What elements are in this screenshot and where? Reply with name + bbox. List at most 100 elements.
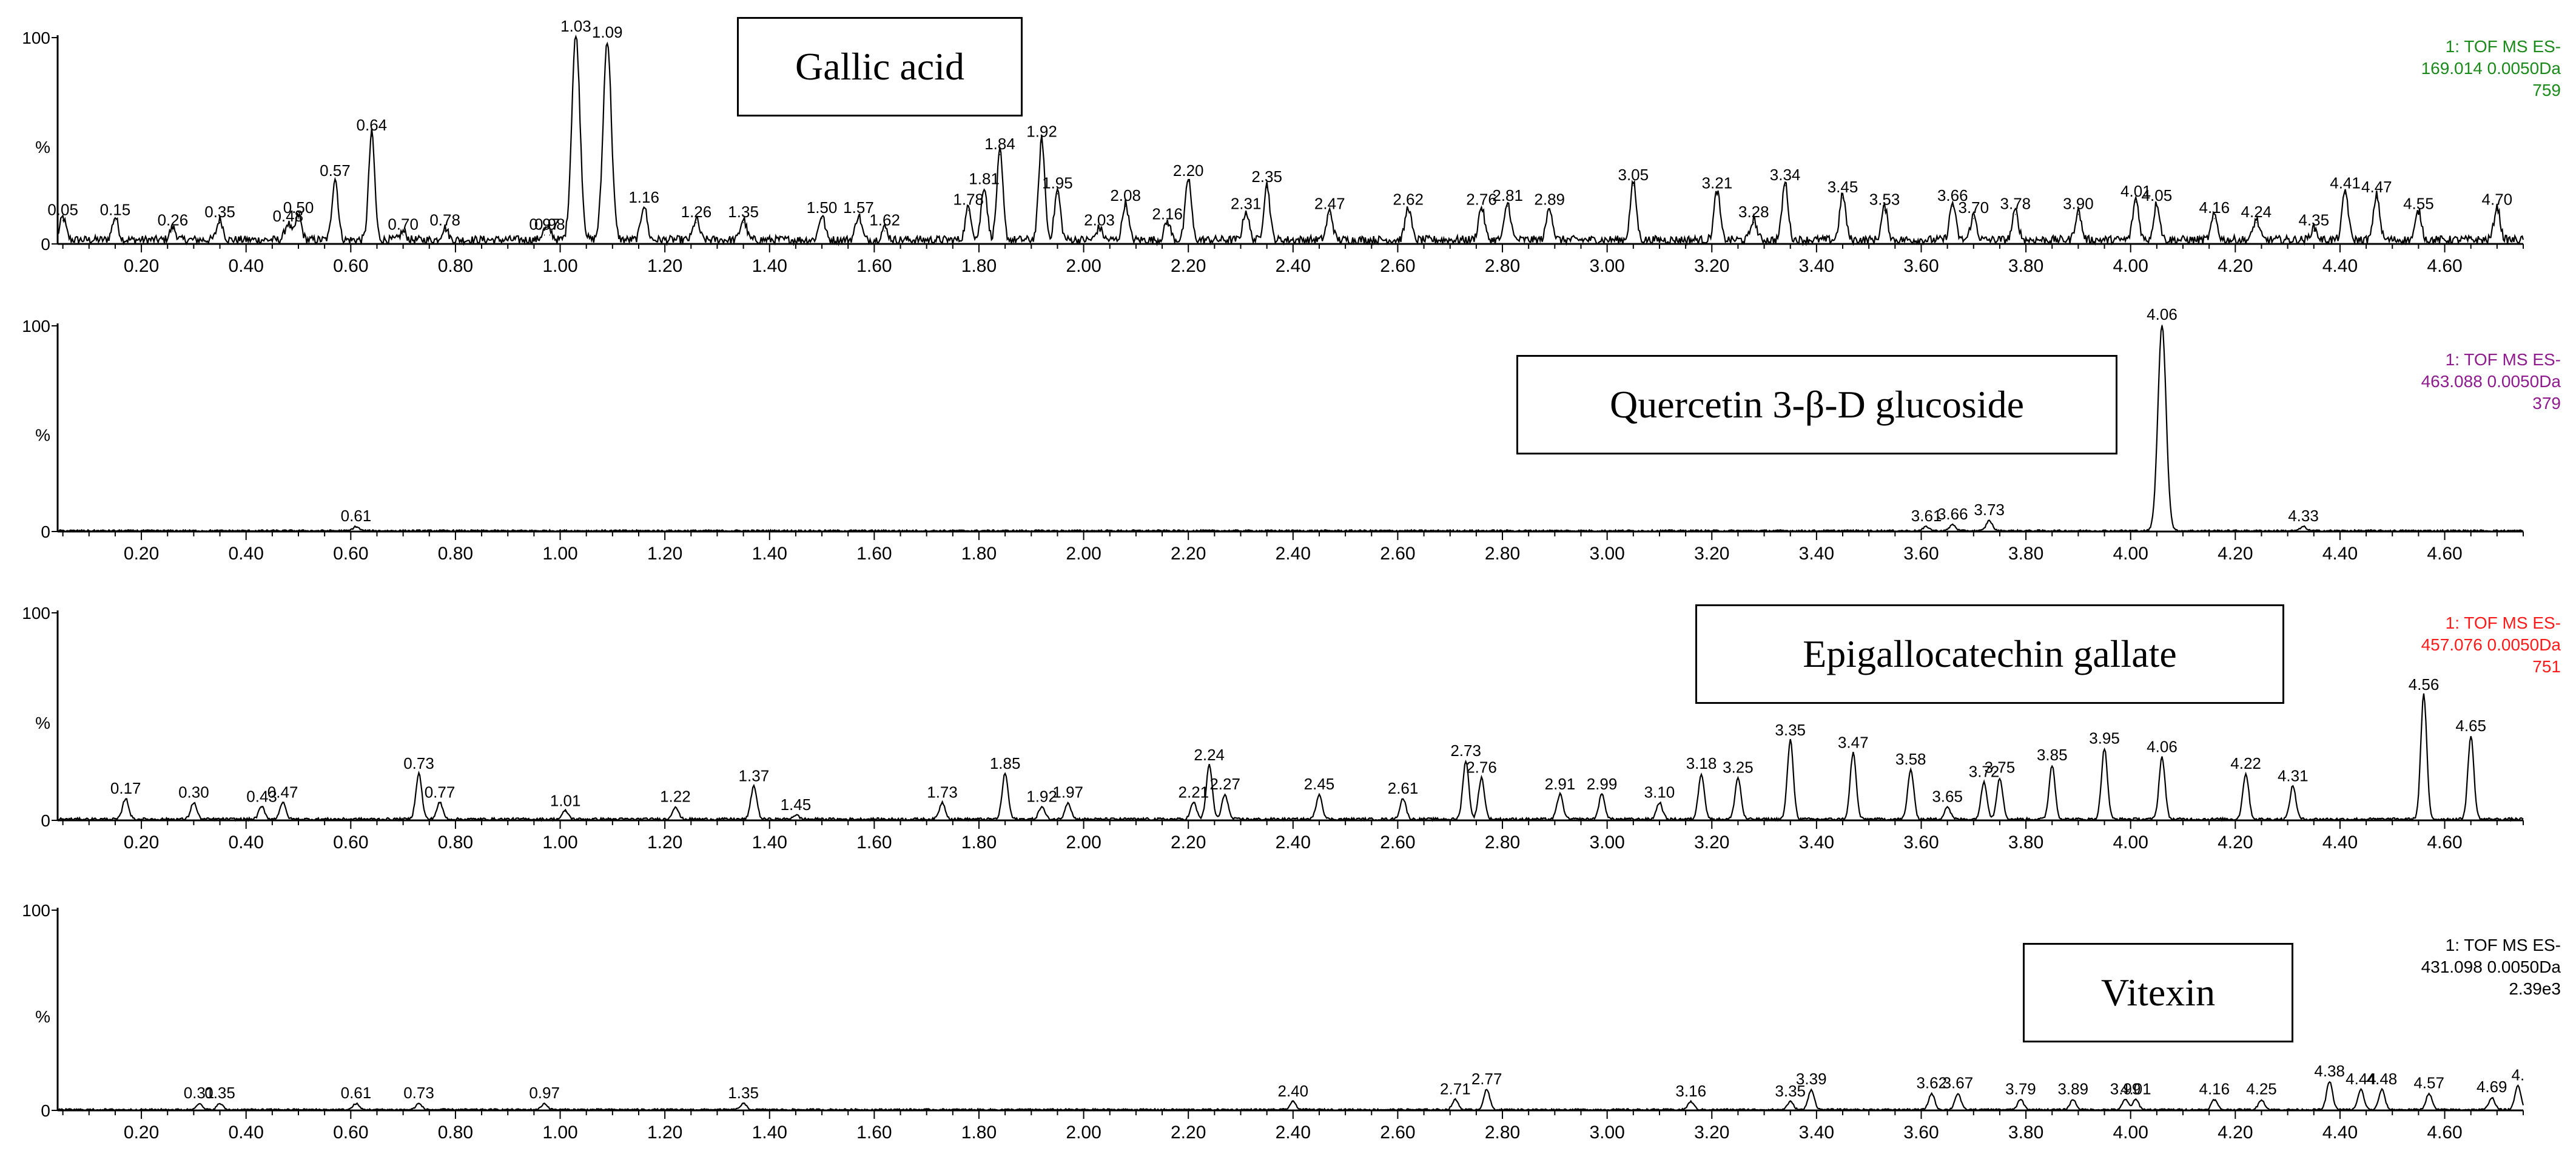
y-tick-label: 0 <box>41 1101 50 1120</box>
trace-info-line: 1: TOF MS ES- <box>2446 613 2561 632</box>
peak-label: 1.95 <box>1042 174 1073 192</box>
x-tick-label: 0.80 <box>438 544 473 564</box>
peak-label: 0.64 <box>357 116 388 134</box>
peak-label: 4.69 <box>2477 1078 2507 1096</box>
peak-label: 4.70 <box>2482 191 2513 209</box>
peak-label: 4.01 <box>2120 1080 2151 1098</box>
peak-label: 0.17 <box>110 779 141 797</box>
peak-label: 1.57 <box>843 198 874 217</box>
peak-label: 3.53 <box>1869 191 1900 209</box>
peak-label: 4.48 <box>2367 1070 2398 1088</box>
peak-label: 4.22 <box>2230 754 2261 772</box>
peak-label: 0.78 <box>429 211 460 229</box>
trace-info-line: 169.014 0.0050Da <box>2421 59 2561 78</box>
y-tick-label: 0 <box>41 522 50 541</box>
x-tick-label: 4.60 <box>2427 832 2462 853</box>
peak-label: 4.65 <box>2455 717 2486 735</box>
peak-label: 3.18 <box>1686 754 1717 772</box>
x-tick-label: 0.40 <box>229 1123 264 1143</box>
peak-label: 4. <box>2512 1065 2525 1084</box>
x-tick-label: 3.20 <box>1694 1123 1729 1143</box>
peak-label: 2.35 <box>1251 167 1282 186</box>
peak-label: 0.97 <box>529 215 560 233</box>
x-tick-label: 4.20 <box>2218 256 2253 276</box>
x-tick-label: 0.60 <box>333 832 368 853</box>
peak-label: 0.47 <box>267 783 298 802</box>
peak-label: 4.06 <box>2147 305 2177 323</box>
peak-label: 2.99 <box>1587 775 1618 793</box>
y-tick-label: % <box>35 138 50 157</box>
x-tick-label: 3.60 <box>1903 832 1939 853</box>
compound-label-box: Vitexin <box>2023 943 2293 1042</box>
peak-label: 3.16 <box>1675 1082 1706 1100</box>
peak-label: 2.89 <box>1534 191 1565 209</box>
peak-label: 0.43 <box>246 787 277 805</box>
x-tick-label: 3.20 <box>1694 256 1729 276</box>
peak-label: 1.45 <box>781 795 812 814</box>
chromatogram-panel-1: 100% 0 0.20 0.40 0.60 0.80 1.00 1.20 1.40 1.60 1.8… <box>22 17 2561 276</box>
peak-label: 4.38 <box>2314 1062 2345 1080</box>
x-tick-label: 0.80 <box>438 256 473 276</box>
peak-label: 2.61 <box>1388 779 1419 797</box>
y-tick-label: 100 <box>22 317 50 336</box>
peak-label: 3.35 <box>1775 1082 1806 1100</box>
peak-label: 1.22 <box>660 787 691 805</box>
peak-label: 3.45 <box>1828 178 1858 196</box>
x-tick-label: 1.80 <box>961 256 997 276</box>
peak-label: 0.35 <box>204 1084 235 1102</box>
x-tick-label: 4.00 <box>2113 256 2148 276</box>
peak-label: 3.95 <box>2089 729 2120 748</box>
peak-label: 1.85 <box>990 754 1021 772</box>
x-tick-label: 4.40 <box>2322 832 2358 853</box>
peak-label: 1.81 <box>969 170 1000 188</box>
peak-label: 0.35 <box>204 203 235 221</box>
x-tick-label: 3.40 <box>1799 256 1834 276</box>
peak-label: 4.31 <box>2278 766 2309 785</box>
x-tick-label: 4.40 <box>2322 1123 2358 1143</box>
peak-label: 2.08 <box>1110 186 1141 204</box>
x-tick-label: 1.20 <box>647 1123 682 1143</box>
peak-label: 0.98 <box>534 215 565 233</box>
peak-label: 3.39 <box>1796 1070 1827 1088</box>
chromatogram-trace <box>57 34 2524 247</box>
peak-label: 4.16 <box>2199 198 2230 217</box>
peak-label: 0.70 <box>388 215 419 233</box>
peak-label: 3.73 <box>1974 501 2005 519</box>
peak-label: 0.15 <box>100 201 131 219</box>
x-tick-label: 3.80 <box>2008 544 2043 564</box>
peak-label: 4.05 <box>2142 186 2173 204</box>
peak-label: 0.26 <box>158 211 189 229</box>
peak-label: 1.16 <box>628 188 659 206</box>
y-tick-label: 0 <box>41 811 50 830</box>
trace-info-line: 1: TOF MS ES- <box>2446 37 2561 56</box>
peak-label: 2.77 <box>1471 1070 1502 1088</box>
trace-info-line: 759 <box>2532 81 2561 100</box>
x-tick-label: 0.80 <box>438 1123 473 1143</box>
peak-label: 1.01 <box>550 791 581 809</box>
peak-label: 3.34 <box>1770 166 1801 184</box>
x-tick-label: 0.60 <box>333 544 368 564</box>
peak-label: 0.31 <box>184 1084 215 1102</box>
x-tick-label: 2.60 <box>1380 256 1415 276</box>
peak-label: 2.21 <box>1179 783 1209 802</box>
x-tick-label: 3.20 <box>1694 832 1729 853</box>
x-tick-label: 2.00 <box>1066 1123 1101 1143</box>
peak-label: 4.44 <box>2346 1070 2376 1088</box>
peak-label: 4.35 <box>2298 211 2329 229</box>
peak-label: 3.62 <box>1916 1074 1947 1092</box>
peak-label: 2.16 <box>1152 204 1183 223</box>
x-tick-label: 3.80 <box>2008 1123 2043 1143</box>
x-tick-label: 2.80 <box>1485 544 1520 564</box>
peak-label: 1.35 <box>728 1084 759 1102</box>
chromatogram-trace <box>57 693 2524 822</box>
peak-label: 0.73 <box>403 754 434 772</box>
peak-label: 4.16 <box>2199 1080 2230 1098</box>
x-tick-label: 4.00 <box>2113 544 2148 564</box>
x-tick-label: 3.40 <box>1799 1123 1834 1143</box>
peak-label: 4.41 <box>2330 174 2361 192</box>
peak-label: 2.71 <box>1440 1080 1471 1098</box>
x-tick-label: 3.00 <box>1589 544 1624 564</box>
peak-label: 0.61 <box>341 507 372 525</box>
peak-label: 3.89 <box>2057 1080 2088 1098</box>
